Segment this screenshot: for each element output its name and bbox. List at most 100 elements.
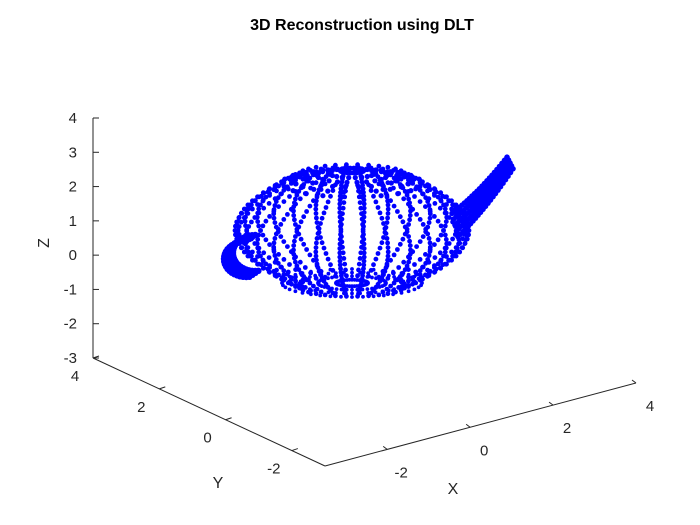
data-point	[325, 199, 331, 205]
data-point	[426, 203, 432, 208]
data-point	[313, 249, 319, 255]
data-point	[381, 268, 386, 273]
data-point	[311, 257, 316, 263]
data-point	[290, 172, 296, 178]
data-point	[401, 196, 407, 202]
data-point	[311, 283, 316, 289]
x-ticks: -2 0 2 4	[382, 379, 654, 481]
data-point	[371, 294, 376, 299]
data-point	[366, 291, 370, 295]
data-point	[361, 258, 367, 264]
data-point	[375, 205, 381, 210]
y-axis-line	[92, 357, 326, 467]
data-point	[334, 291, 338, 295]
data-point	[300, 184, 306, 190]
data-point	[383, 190, 389, 196]
data-point	[272, 236, 278, 241]
chart-title: 3D Reconstruction using DLT	[250, 17, 474, 34]
data-point	[406, 282, 411, 288]
data-point	[352, 175, 358, 181]
data-point	[355, 274, 360, 279]
data-point	[314, 220, 320, 226]
data-point	[358, 205, 364, 211]
data-point	[266, 255, 272, 260]
z-tick-label: -3	[64, 350, 77, 367]
data-point	[406, 278, 411, 284]
data-point	[368, 188, 374, 194]
y-tick-mark	[225, 417, 232, 421]
data-point	[425, 199, 431, 204]
data-point	[326, 276, 330, 281]
data-point	[370, 286, 374, 291]
data-point	[444, 254, 449, 259]
data-point	[391, 292, 395, 297]
data-point	[372, 178, 378, 184]
data-point	[292, 200, 297, 206]
data-point	[432, 255, 438, 260]
data-point	[287, 262, 292, 267]
data-point	[416, 176, 422, 182]
data-point	[406, 289, 411, 294]
data-point	[337, 214, 343, 220]
data-point	[273, 224, 279, 230]
data-point	[399, 271, 404, 275]
data-point	[285, 212, 290, 217]
data-point	[384, 194, 390, 200]
data-point	[319, 272, 324, 277]
x-axis-line	[324, 382, 637, 467]
data-point	[315, 225, 321, 230]
data-point	[437, 205, 443, 211]
data-point	[408, 208, 413, 214]
data-point	[243, 214, 248, 220]
data-point	[354, 179, 360, 185]
data-point	[392, 287, 396, 291]
data-point	[313, 202, 319, 208]
data-point	[292, 238, 297, 244]
data-point	[426, 253, 432, 258]
data-point	[313, 253, 319, 259]
data-point	[341, 256, 347, 261]
data-point	[275, 195, 281, 201]
data-point	[271, 215, 277, 221]
data-point	[296, 231, 302, 237]
data-point	[294, 263, 300, 269]
data-point	[342, 184, 348, 190]
data-point	[281, 217, 287, 222]
data-point	[427, 247, 433, 252]
data-point	[420, 234, 426, 240]
data-point	[260, 232, 266, 238]
data-point	[385, 215, 390, 221]
data-point	[377, 285, 382, 289]
data-point	[242, 218, 248, 224]
data-point	[371, 169, 377, 175]
data-point	[271, 207, 277, 213]
data-point	[291, 243, 297, 249]
data-point	[314, 194, 320, 200]
data-point	[342, 261, 348, 267]
data-point	[363, 179, 370, 185]
data-point	[293, 234, 298, 239]
data-point	[249, 202, 254, 208]
data-point	[290, 188, 296, 194]
data-point	[396, 265, 402, 270]
data-point	[291, 213, 297, 218]
data-point	[404, 226, 410, 232]
data-point	[328, 294, 333, 299]
data-point	[441, 228, 446, 233]
data-point	[300, 271, 305, 275]
data-point	[272, 253, 278, 258]
data-point	[361, 214, 367, 220]
data-point	[328, 193, 333, 199]
data-point	[267, 191, 272, 196]
data-point	[325, 188, 331, 194]
data-point	[388, 180, 394, 186]
data-point	[382, 230, 388, 235]
data-point	[281, 257, 287, 262]
data-point	[278, 222, 284, 227]
data-point	[423, 272, 428, 278]
data-point	[397, 214, 403, 220]
data-point	[271, 187, 277, 193]
data-point	[314, 263, 320, 269]
data-point	[450, 202, 455, 208]
data-point	[385, 291, 391, 297]
